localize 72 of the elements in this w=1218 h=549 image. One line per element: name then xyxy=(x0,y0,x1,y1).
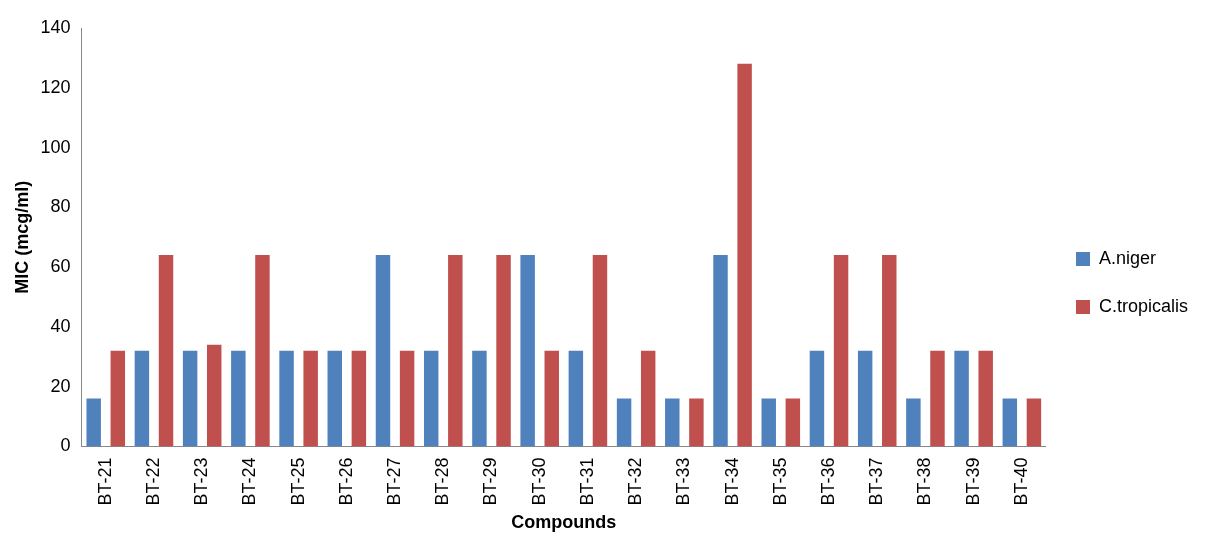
bar xyxy=(1026,398,1042,447)
bar xyxy=(544,350,559,447)
x-tick-label: BT-27 xyxy=(384,457,405,506)
x-tick-label: BT-30 xyxy=(528,457,549,506)
bar xyxy=(809,350,825,447)
bar xyxy=(568,350,584,447)
y-axis-title: MIC (mcg/ml) xyxy=(11,180,32,294)
y-tick-label: 80 xyxy=(50,196,71,217)
bar xyxy=(592,255,608,447)
bar xyxy=(520,255,535,447)
x-tick-label: BT-36 xyxy=(817,457,838,506)
x-tick-label: BT-39 xyxy=(962,457,983,506)
bar xyxy=(448,255,463,447)
y-tick-label: 120 xyxy=(40,76,71,97)
x-tick-label: BT-32 xyxy=(625,457,646,506)
x-tick-label: BT-35 xyxy=(769,457,790,506)
legend-label: A.niger xyxy=(1098,247,1157,268)
x-tick-label: BT-38 xyxy=(914,457,935,506)
y-tick-label: 100 xyxy=(40,136,71,157)
bar xyxy=(640,350,656,447)
bar xyxy=(472,350,487,447)
bar xyxy=(182,350,198,447)
bar xyxy=(110,350,126,447)
bar xyxy=(882,255,897,447)
bar xyxy=(616,398,632,447)
bar xyxy=(279,350,294,447)
y-tick-label: 140 xyxy=(40,16,71,37)
bar xyxy=(954,350,969,447)
bar xyxy=(375,255,391,447)
bar xyxy=(978,350,993,447)
x-tick-label: BT-34 xyxy=(721,457,742,506)
bar xyxy=(134,350,150,447)
bar xyxy=(930,350,945,447)
bar xyxy=(761,398,776,447)
bar xyxy=(423,350,439,447)
bar xyxy=(303,350,318,447)
y-tick-label: 40 xyxy=(50,315,71,336)
x-tick-label: BT-33 xyxy=(673,457,694,506)
x-tick-label: BT-40 xyxy=(1010,457,1031,506)
bar xyxy=(86,398,101,447)
bar xyxy=(255,255,270,447)
bar xyxy=(833,255,849,447)
bar xyxy=(496,255,511,447)
bar xyxy=(1002,398,1018,447)
x-tick-label: BT-25 xyxy=(287,457,308,506)
bar xyxy=(906,398,921,447)
y-tick-label: 60 xyxy=(50,256,71,277)
bar xyxy=(399,350,415,447)
bar xyxy=(713,255,728,447)
x-tick-label: BT-21 xyxy=(94,457,115,506)
bar xyxy=(351,350,367,447)
x-tick-label: BT-23 xyxy=(191,457,212,506)
bar xyxy=(327,350,343,447)
y-tick-label: 0 xyxy=(60,435,71,456)
bar xyxy=(857,350,873,447)
bar xyxy=(665,398,680,447)
x-tick-label: BT-28 xyxy=(432,457,453,506)
y-tick-label: 20 xyxy=(50,375,71,396)
x-tick-label: BT-29 xyxy=(480,457,501,506)
x-tick-label: BT-31 xyxy=(576,457,597,506)
x-axis-title: Compounds xyxy=(511,512,617,533)
x-tick-label: BT-26 xyxy=(335,457,356,506)
bar xyxy=(158,255,174,447)
x-tick-label: BT-37 xyxy=(866,457,887,506)
bar xyxy=(231,350,246,447)
legend-label: C.tropicalis xyxy=(1098,295,1189,316)
x-tick-label: BT-22 xyxy=(142,457,163,506)
bar xyxy=(689,398,704,447)
bar xyxy=(785,398,801,447)
bar xyxy=(207,344,222,447)
bar xyxy=(737,63,752,447)
x-tick-label: BT-24 xyxy=(239,457,260,506)
